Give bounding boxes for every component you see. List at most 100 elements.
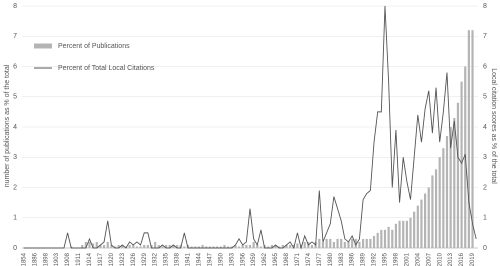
bar	[132, 244, 135, 248]
bar	[121, 244, 124, 248]
bar	[354, 238, 357, 248]
bar	[205, 246, 208, 248]
bar	[361, 238, 365, 248]
bar	[139, 246, 142, 248]
x-tick-label: 1914	[87, 252, 93, 266]
x-tick-label: 2007	[426, 252, 432, 266]
bar	[383, 229, 387, 248]
bar	[445, 136, 449, 248]
bar	[310, 244, 314, 248]
bar	[110, 244, 113, 248]
x-tick-label: 1968	[284, 252, 290, 266]
bar	[128, 244, 131, 248]
x-tick-label: 1932	[153, 252, 159, 266]
x-tick-label: 2019	[470, 252, 476, 266]
x-tick-label: 1971	[295, 252, 301, 266]
bar	[168, 244, 171, 248]
bar	[289, 244, 292, 248]
bar	[329, 238, 332, 248]
bar	[394, 223, 398, 248]
y2-tick-label: 4	[483, 124, 487, 131]
x-tick-label: 1886	[32, 252, 38, 266]
x-tick-label: 1917	[98, 252, 104, 266]
bar	[84, 241, 87, 248]
x-tick-label: 1898	[43, 252, 49, 266]
bar	[230, 246, 233, 248]
bar	[431, 175, 434, 248]
x-tick-label: 1962	[262, 252, 268, 266]
bar	[303, 241, 306, 248]
bar	[321, 241, 325, 248]
bar	[88, 241, 91, 248]
bar	[241, 244, 244, 248]
bar	[471, 30, 474, 249]
x-tick-label: 1998	[393, 252, 399, 266]
x-tick-label: 1923	[120, 252, 126, 266]
bar	[208, 246, 211, 248]
y2-tick-label: 3	[483, 154, 487, 161]
bar	[278, 246, 281, 248]
x-tick-label: 1941	[186, 252, 192, 266]
bar	[456, 102, 460, 248]
bar	[380, 229, 383, 248]
bar	[92, 243, 95, 248]
bar	[161, 246, 164, 248]
y2-axis-label: Local citation scores as % of the total	[490, 68, 497, 184]
bar	[252, 241, 255, 248]
y-tick-label: 4	[13, 124, 17, 131]
line	[23, 5, 477, 250]
bar	[340, 238, 343, 248]
x-tick-label: 1956	[240, 252, 246, 266]
bar	[146, 244, 149, 248]
bar	[102, 244, 106, 248]
bar	[405, 220, 408, 248]
bar	[216, 246, 219, 248]
bar	[81, 244, 84, 248]
x-tick-label: 1908	[65, 252, 71, 266]
y-tick-label: 2	[13, 184, 17, 191]
y-tick-label: 0	[13, 245, 17, 252]
bar	[212, 246, 215, 248]
bar	[325, 238, 328, 248]
bar	[351, 238, 354, 248]
y2-tick-label: 1	[483, 215, 487, 222]
bar	[237, 246, 241, 248]
y-tick-label: 8	[13, 3, 17, 10]
bar	[234, 244, 237, 248]
x-tick-label: 2013	[448, 252, 454, 266]
bar	[245, 244, 248, 248]
y-axis-label: number of publications as % of the total	[4, 64, 11, 187]
bar	[256, 244, 259, 248]
x-tick-label: 1903	[54, 252, 60, 266]
x-tick-label: 1944	[197, 252, 203, 266]
bar	[281, 244, 284, 248]
x-tick-label: 1989	[361, 252, 367, 266]
y-tick-label: 7	[13, 33, 17, 40]
x-tick-label: 1953	[229, 252, 235, 266]
bar	[398, 220, 401, 248]
x-tick-label: 1974	[306, 252, 312, 266]
y2-tick-label: 0	[483, 245, 487, 252]
bar	[106, 241, 109, 248]
bar	[402, 220, 405, 248]
x-tick-label: 1926	[131, 252, 137, 266]
x-tick-label: 1980	[328, 252, 334, 266]
y2-tick-label: 6	[483, 63, 487, 70]
bar	[197, 246, 201, 248]
bar	[219, 246, 222, 248]
x-tick-label: 1938	[175, 252, 181, 266]
bar	[391, 229, 394, 248]
x-tick-label: 1983	[339, 252, 345, 266]
bar	[449, 127, 452, 248]
bar	[343, 241, 346, 248]
bar	[172, 244, 175, 248]
x-tick-label: 1854	[21, 252, 27, 266]
bar	[434, 169, 438, 248]
bar	[413, 211, 416, 248]
bar	[358, 241, 361, 248]
bar	[95, 241, 98, 248]
legend-swatch	[34, 43, 52, 49]
bar	[194, 246, 197, 248]
x-tick-label: 1986	[350, 252, 356, 266]
bar	[467, 30, 470, 249]
